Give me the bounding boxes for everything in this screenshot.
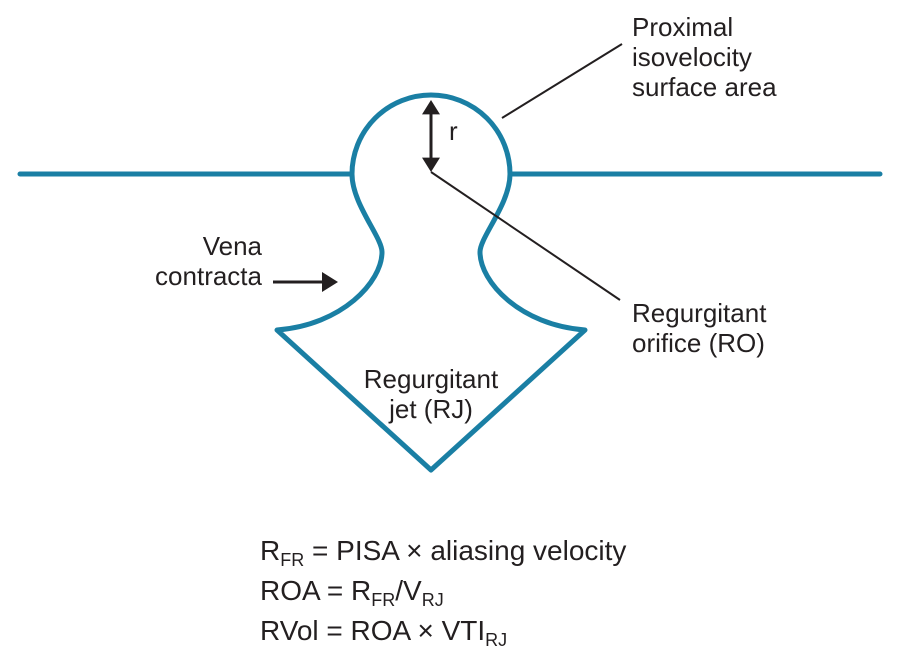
regurgitant-orifice-leader-line: [431, 172, 620, 300]
vena-contracta-label-line1: Vena: [203, 231, 263, 261]
vena-contracta-label-line2: contracta: [155, 261, 262, 291]
formula-roa: ROA = RFR/VRJ: [260, 575, 444, 610]
formula-rfr: RFR = PISA × aliasing velocity: [260, 535, 626, 570]
radius-label: r: [449, 116, 458, 146]
pisa-label-line1: Proximal: [632, 12, 733, 42]
pisa-label-line3: surface area: [632, 72, 777, 102]
vena-contracta-arrow: [273, 272, 338, 292]
formula-rvol: RVol = ROA × VTIRJ: [260, 615, 507, 650]
radius-arrow: [422, 100, 440, 172]
regurgitant-jet-label-line1: Regurgitant: [364, 364, 499, 394]
pisa-leader-line: [502, 44, 622, 118]
regurgitant-jet-label-line2: jet (RJ): [388, 394, 473, 424]
regurgitant-orifice-label-line1: Regurgitant: [632, 298, 767, 328]
pisa-label-line2: isovelocity: [632, 42, 752, 72]
regurgitant-orifice-label-line2: orifice (RO): [632, 328, 765, 358]
